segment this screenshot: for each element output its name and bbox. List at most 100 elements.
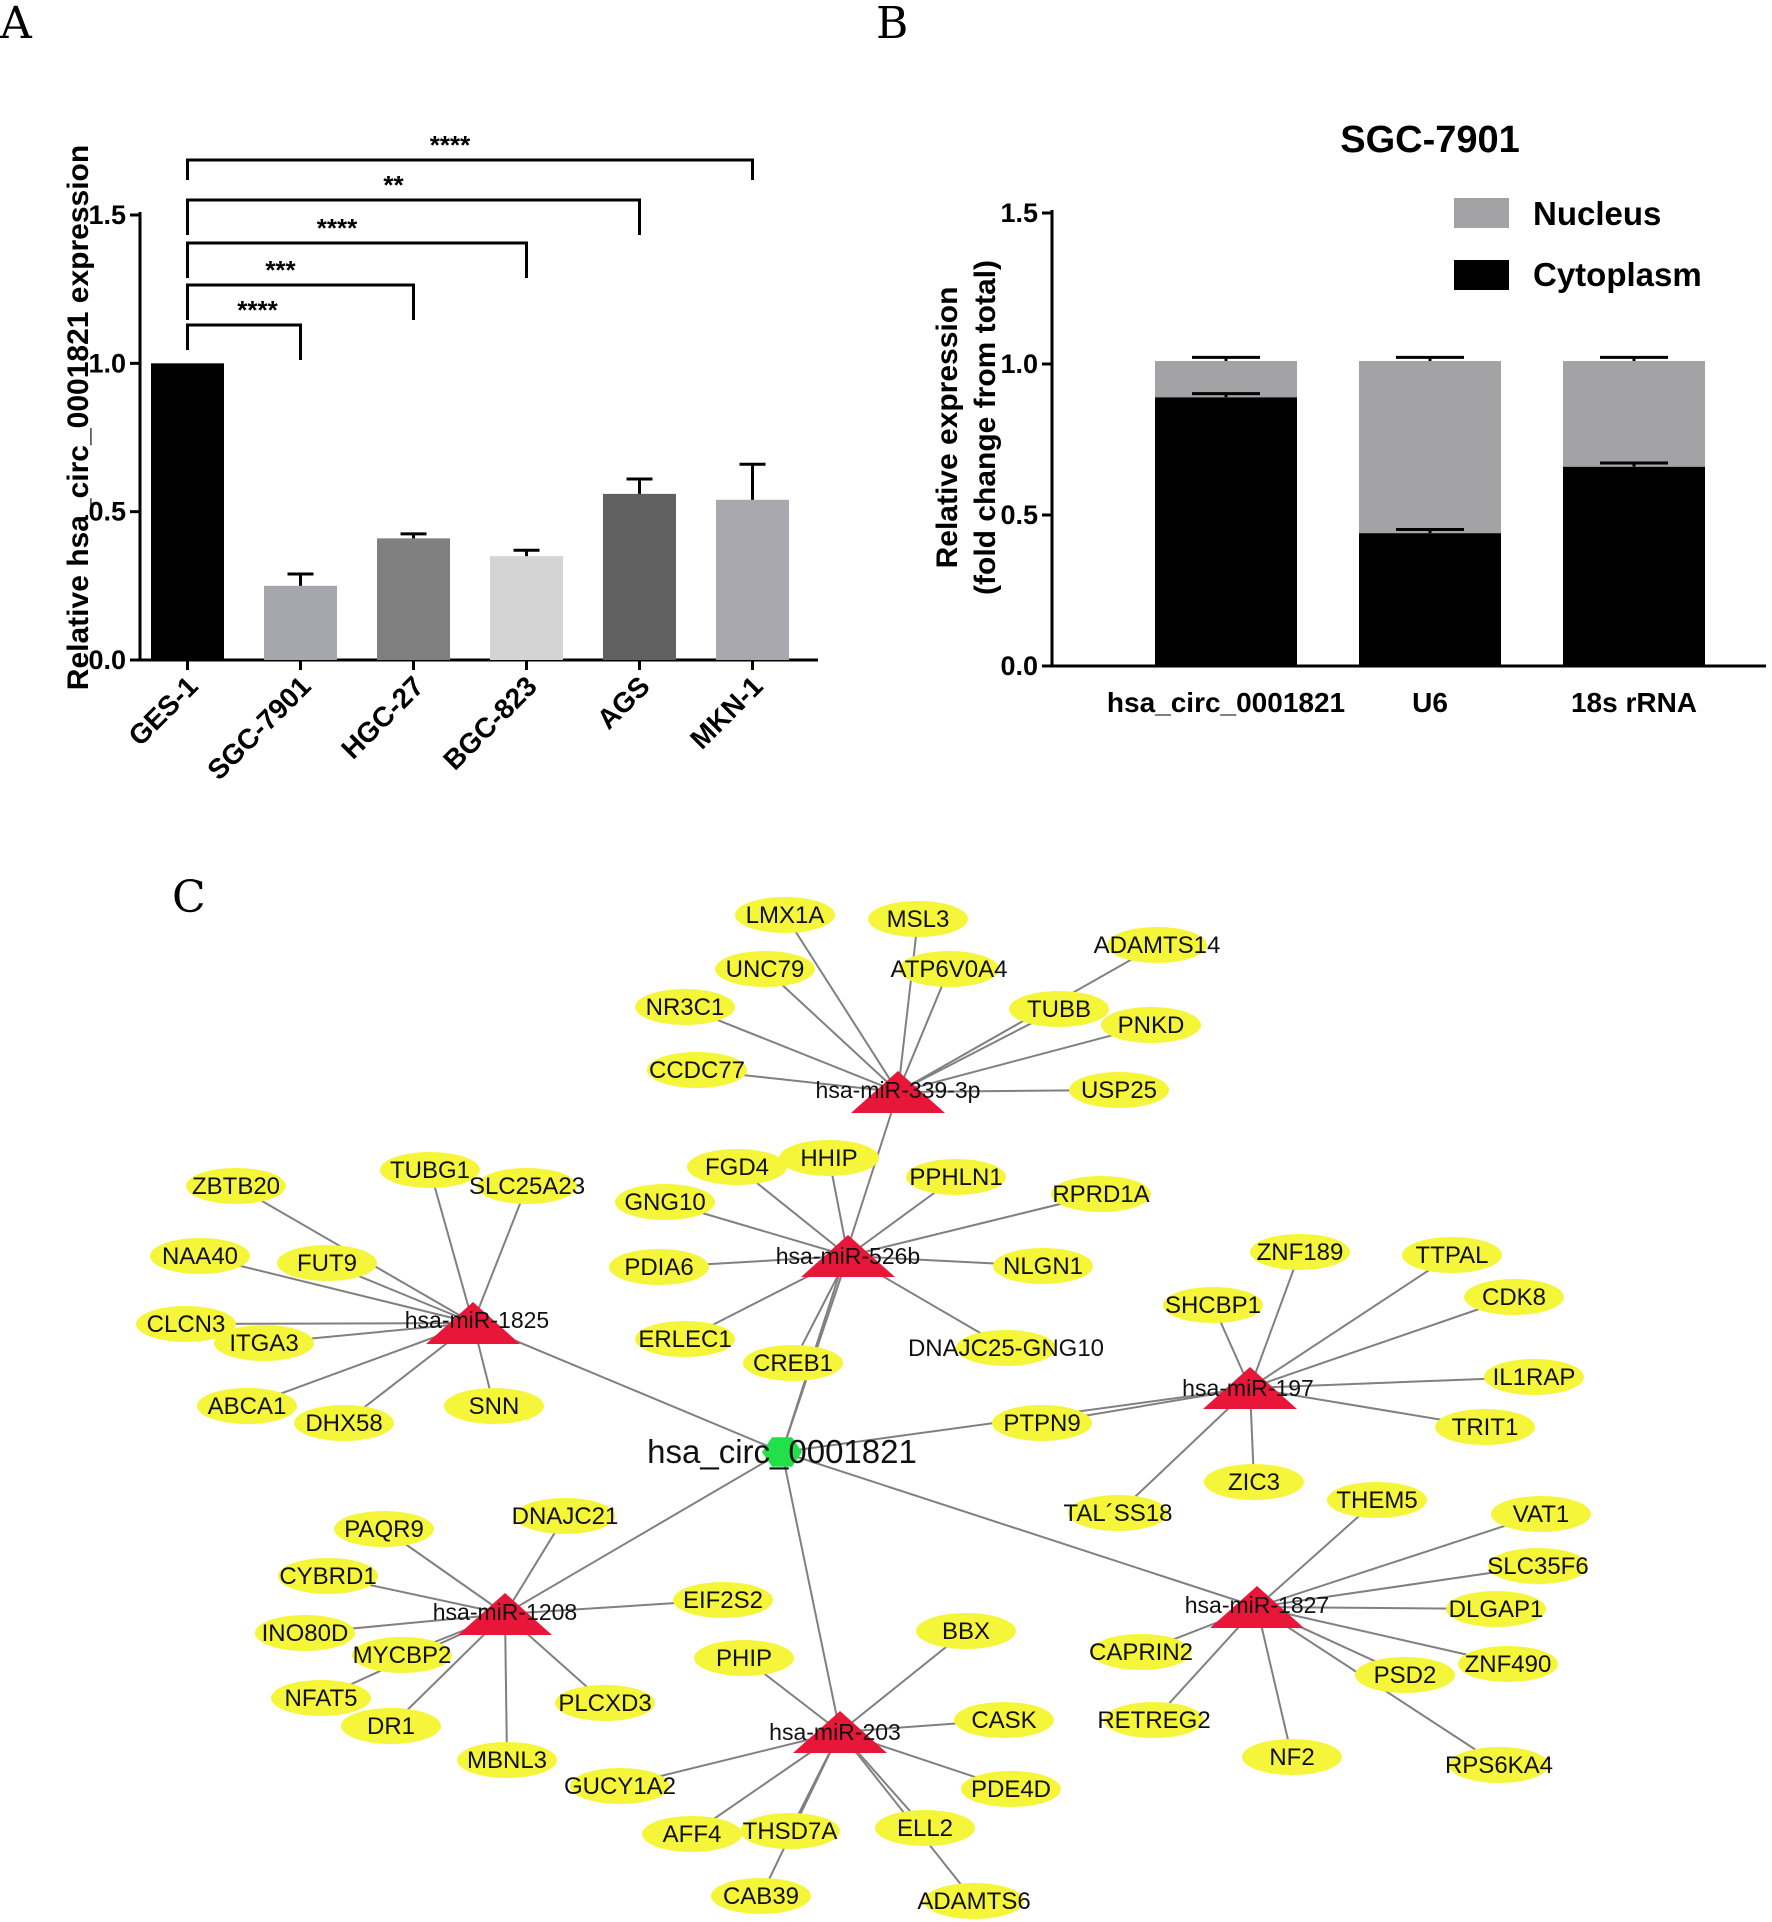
- significance-bracket: [186, 283, 415, 320]
- bar-cytoplasm: [1155, 397, 1297, 666]
- significance-bracket: [186, 198, 641, 235]
- gene-label: TUBG1: [390, 1157, 470, 1184]
- gene-node: [136, 1306, 236, 1342]
- bar-cytoplasm: [1359, 533, 1501, 666]
- x-tick-label-a: GES-1: [122, 670, 203, 751]
- gene-node: [1009, 991, 1109, 1027]
- edge-mirna-gene: [847, 1193, 1102, 1257]
- significance-label: ****: [317, 213, 358, 243]
- gene-node: [255, 1615, 355, 1651]
- gene-node: [875, 1810, 975, 1846]
- significance-bracket: [186, 323, 302, 360]
- edge-mirna-gene: [839, 1630, 967, 1733]
- gene-node: [1488, 1548, 1588, 1584]
- x-tick-label-a: MKN-1: [684, 670, 769, 755]
- gene-node: [444, 1388, 544, 1424]
- bar-cytoplasm: [1563, 466, 1705, 666]
- gene-label: UNC79: [726, 956, 805, 983]
- gene-label: ATP6V0A4: [891, 956, 1008, 983]
- gene-node: [380, 1152, 480, 1188]
- edge-mirna-gene: [1249, 1254, 1453, 1389]
- gene-label: SNN: [469, 1393, 520, 1420]
- gene-label: MBNL3: [467, 1747, 547, 1774]
- chart-b: 0.0 0.5 1.0 1.5 Relative expression (fold cha…: [931, 119, 1766, 718]
- y-tick-label-b: 0.0: [1000, 651, 1038, 681]
- gene-node: [956, 1330, 1056, 1366]
- gene-node: [961, 1771, 1061, 1807]
- gene-node: [743, 1345, 843, 1381]
- mirna-label: hsa-miR-339-3p: [816, 1077, 981, 1103]
- gene-node: [1107, 927, 1207, 963]
- gene-label: MYCBP2: [353, 1642, 452, 1669]
- gene-label: ZNF189: [1257, 1239, 1344, 1266]
- mirna-label: hsa-miR-203: [769, 1719, 901, 1745]
- edge-mirna-gene: [504, 1613, 508, 1761]
- gene-node: [1250, 1234, 1350, 1270]
- gene-label: NLGN1: [1003, 1253, 1083, 1280]
- significance-label: ****: [430, 130, 471, 160]
- gene-label: RPS6KA4: [1445, 1752, 1553, 1779]
- edge-mirna-gene: [1249, 1251, 1301, 1389]
- x-tick-label-a: HGC-27: [335, 670, 430, 765]
- gene-label: TRIT1: [1452, 1414, 1519, 1441]
- gene-node: [1327, 1482, 1427, 1518]
- y-axis-label-a: Relative hsa_circ_0001821 expression: [62, 145, 95, 690]
- panel-letter-b: B: [876, 0, 908, 49]
- gene-node: [711, 1878, 811, 1914]
- edge-mirna-gene: [784, 914, 899, 1093]
- gene-label: ERLEC1: [638, 1326, 731, 1353]
- gene-label: CREB1: [753, 1350, 833, 1377]
- gene-label: ADAMTS14: [1094, 932, 1221, 959]
- gene-node: [1449, 1747, 1549, 1783]
- gene-label: DHX58: [305, 1410, 382, 1437]
- gene-label: DLGAP1: [1449, 1596, 1544, 1623]
- mirna-node: [1210, 1586, 1304, 1628]
- gene-node: [906, 1159, 1006, 1195]
- gene-node: [294, 1405, 394, 1441]
- network-nodes: LMX1A MSL3 ADAMTS14 UNC79 ATP6V0A4 NR3C1 TUBB P…: [136, 897, 1591, 1919]
- gene-node: [334, 1511, 434, 1547]
- gene-label: DNAJC25-GNG10: [908, 1335, 1104, 1362]
- gene-label: CAPRIN2: [1089, 1639, 1193, 1666]
- gene-node: [609, 1249, 709, 1285]
- gene-node: [1355, 1657, 1455, 1693]
- gene-label: FGD4: [705, 1154, 769, 1181]
- gene-node: [1069, 1072, 1169, 1108]
- gene-label: VAT1: [1513, 1501, 1569, 1528]
- gene-node: [515, 1498, 615, 1534]
- gene-node: [214, 1325, 314, 1361]
- gene-label: LMX1A: [746, 902, 825, 929]
- gene-node: [1402, 1237, 1502, 1273]
- gene-node: [150, 1238, 250, 1274]
- gene-label: TAL´SS18: [1064, 1500, 1173, 1527]
- legend-label-cytoplasm: Cytoplasm: [1533, 256, 1702, 293]
- significance-label: ****: [237, 295, 278, 325]
- mirna-label: hsa-miR-526b: [776, 1243, 920, 1269]
- gene-label: INO80D: [262, 1620, 349, 1647]
- gene-label: CAB39: [723, 1883, 799, 1910]
- mirna-label: hsa-miR-1827: [1185, 1592, 1329, 1618]
- gene-node: [615, 1184, 715, 1220]
- gene-label: THSD7A: [743, 1818, 838, 1845]
- gene-node: [635, 1321, 735, 1357]
- bar-nucleus: [1155, 360, 1297, 398]
- gene-label: SLC25A23: [469, 1173, 585, 1200]
- gene-node: [352, 1637, 452, 1673]
- bar-ges-1: [151, 363, 224, 660]
- gene-node: [673, 1582, 773, 1618]
- gene-node: [1458, 1646, 1558, 1682]
- edge-mirna-gene: [199, 1255, 474, 1324]
- significance-label: **: [383, 170, 404, 200]
- significance-label: ***: [265, 255, 296, 285]
- gene-node: [186, 1168, 286, 1204]
- gene-label: PLCXD3: [558, 1690, 651, 1717]
- gene-node: [341, 1708, 441, 1744]
- gene-node: [1446, 1591, 1546, 1627]
- gene-label: GNG10: [624, 1189, 705, 1216]
- edge-mirna-gene: [429, 1169, 474, 1324]
- gene-label: SLC35F6: [1487, 1553, 1588, 1580]
- y-tick-label-b: 0.5: [1000, 500, 1038, 530]
- gene-label: ABCA1: [208, 1393, 287, 1420]
- gene-node: [868, 901, 968, 937]
- panel-letter-a: A: [0, 0, 33, 49]
